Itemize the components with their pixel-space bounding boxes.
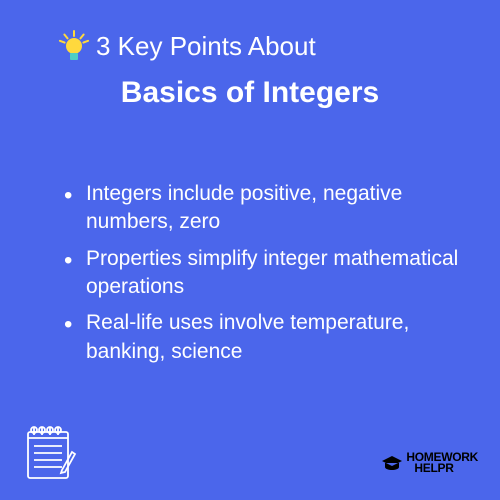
- key-point: Properties simplify integer mathematical…: [64, 245, 460, 302]
- main-title: Basics of Integers: [40, 76, 460, 110]
- header: 3 Key Points About: [56, 28, 460, 64]
- infographic-container: 3 Key Points About Basics of Integers In…: [0, 0, 500, 500]
- graduation-cap-icon: [381, 455, 403, 471]
- brand-name: HOMEWORK HELPR: [406, 452, 478, 474]
- key-points-list: Integers include positive, negative numb…: [40, 180, 460, 366]
- brand-line2: HELPR: [414, 463, 478, 474]
- top-title: 3 Key Points About: [96, 31, 316, 62]
- lightbulb-icon: [56, 28, 92, 64]
- key-point: Integers include positive, negative numb…: [64, 180, 460, 237]
- notepad-icon: [24, 422, 78, 482]
- brand-logo: HOMEWORK HELPR: [381, 452, 478, 474]
- key-point: Real-life uses involve temperature, bank…: [64, 309, 460, 366]
